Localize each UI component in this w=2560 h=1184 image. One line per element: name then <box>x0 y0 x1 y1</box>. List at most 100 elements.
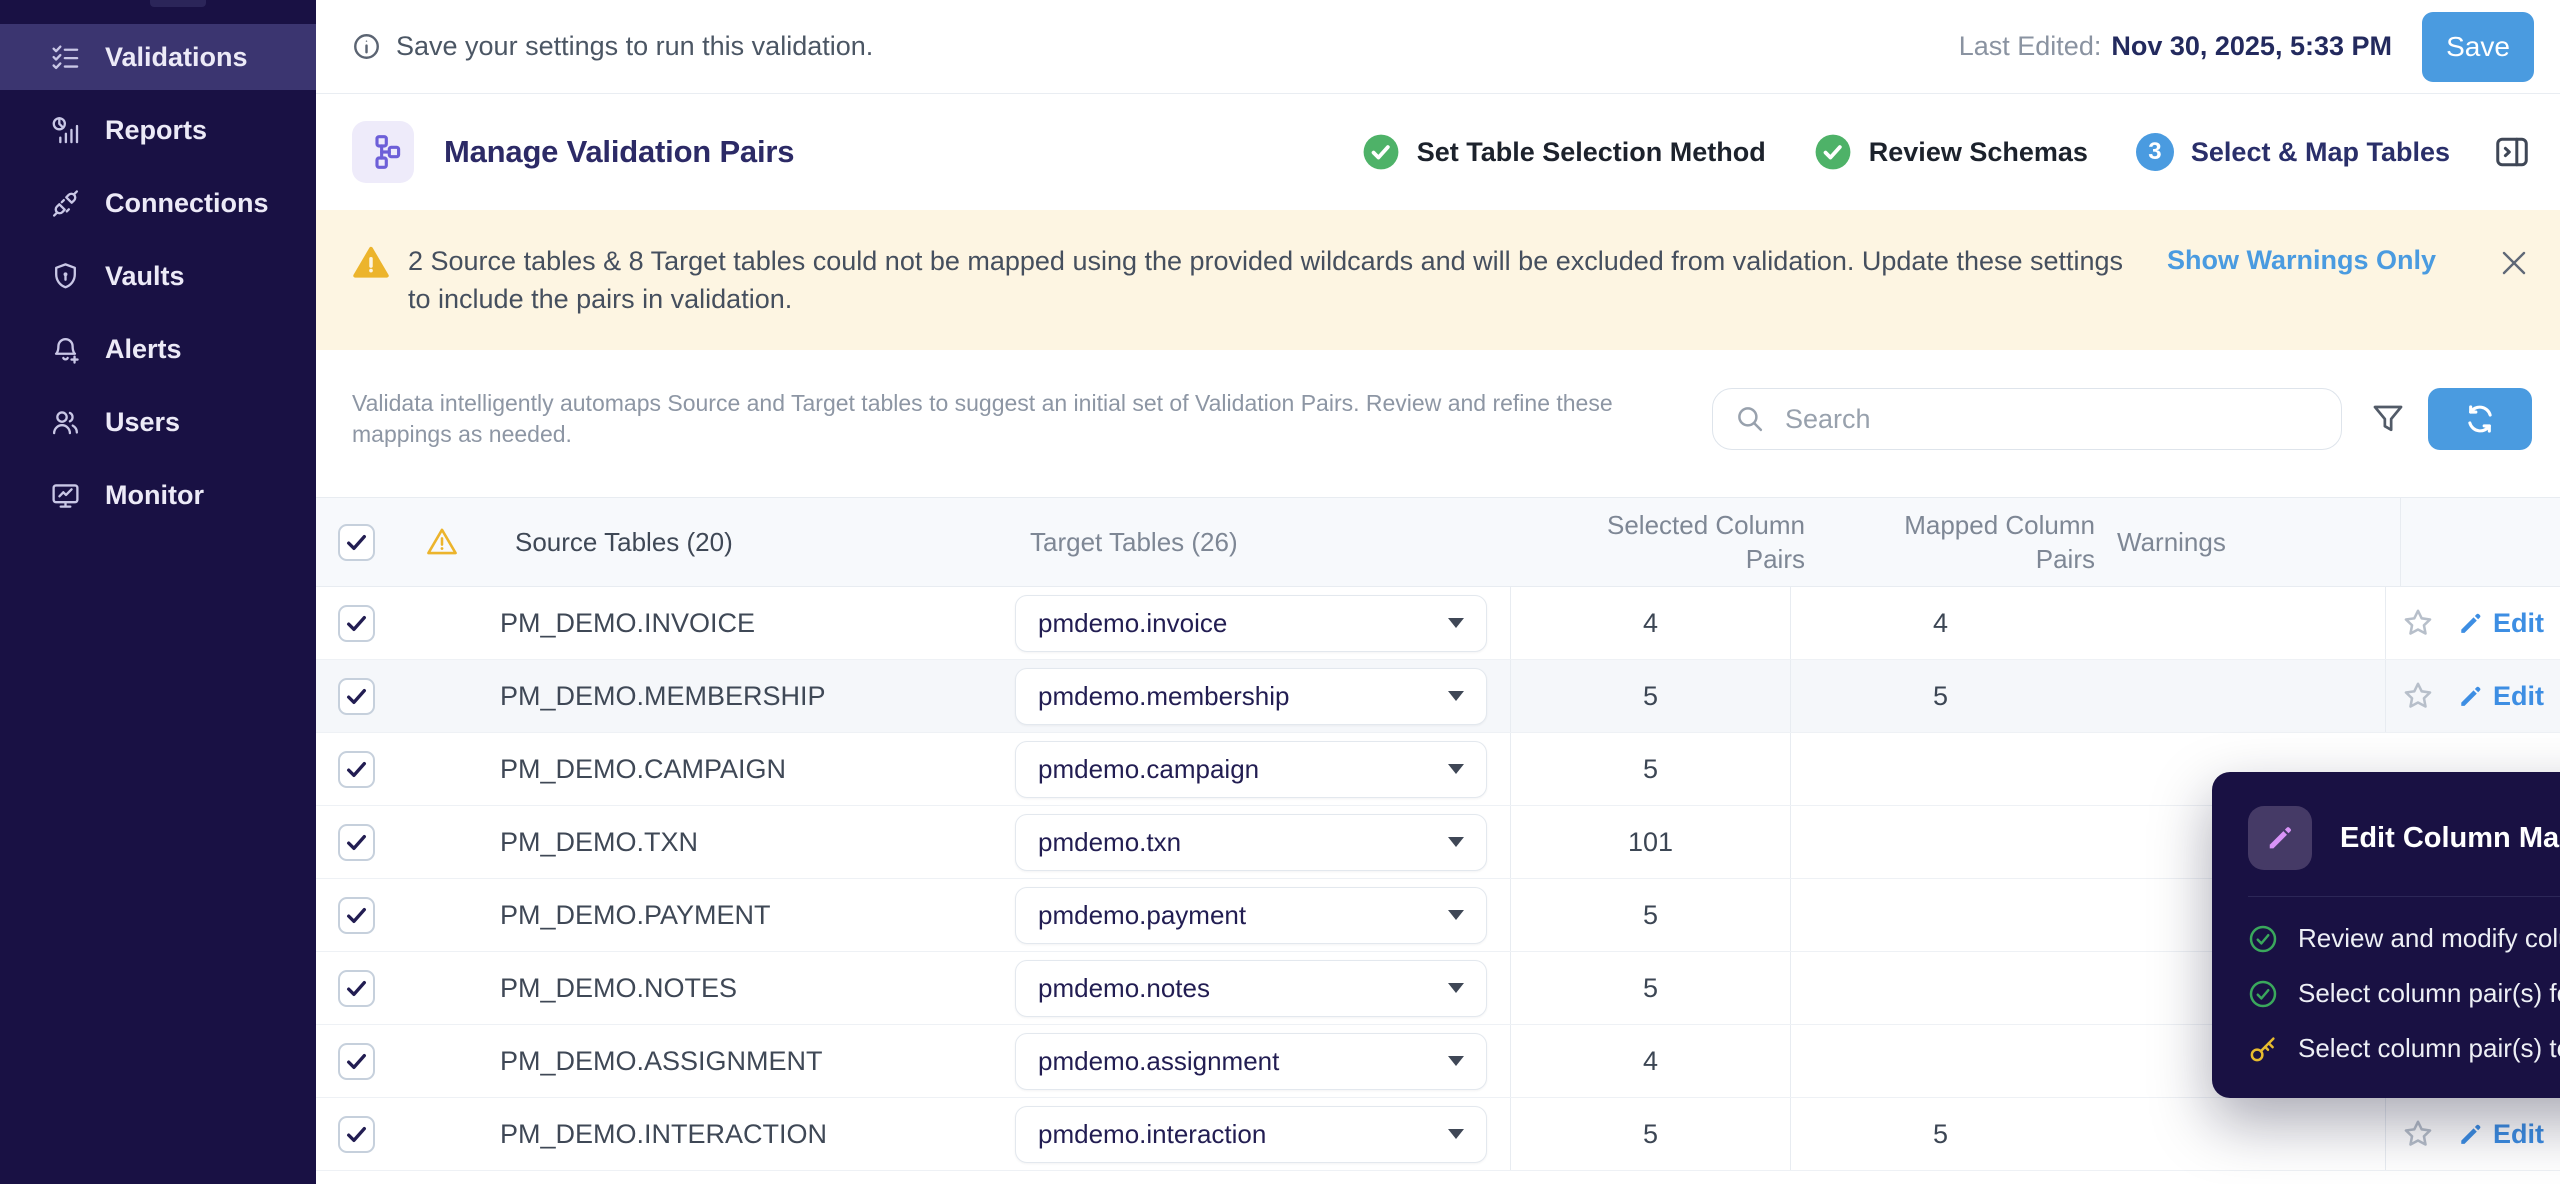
star-icon[interactable] <box>2401 679 2435 713</box>
selected-pairs-count: 5 <box>1510 733 1790 805</box>
settings-notice: Save your settings to run this validatio… <box>352 31 873 62</box>
table-row: PM_DEMO.CAMPAIGN pmdemo.campaign 5 <box>316 733 2560 806</box>
step-number-circle: 3 <box>2135 133 2174 171</box>
source-table-name: PM_DEMO.PAYMENT <box>500 899 771 930</box>
check-icon <box>344 530 369 555</box>
edit-button[interactable]: Edit <box>2457 608 2544 639</box>
warning-triangle-outline-icon <box>425 525 459 559</box>
search-input[interactable] <box>1783 402 2319 436</box>
chevron-down-icon <box>1448 1129 1464 1139</box>
table-row: PM_DEMO.INTERACTION pmdemo.interaction 5… <box>316 1098 2560 1171</box>
check-icon <box>344 903 369 928</box>
row-checkbox[interactable] <box>338 896 375 934</box>
table-row: PM_DEMO.PAYMENT pmdemo.payment 5 <box>316 879 2560 952</box>
stepper-step[interactable]: Review Schemas <box>1814 133 2088 171</box>
warnings-header: Warnings <box>2117 526 2226 557</box>
sidebar-item[interactable]: Validations <box>0 24 316 90</box>
sidebar-item[interactable]: Alerts <box>0 316 316 382</box>
target-table-select[interactable]: pmdemo.txn <box>1015 813 1487 871</box>
row-checkbox[interactable] <box>338 677 375 715</box>
table-row: PM_DEMO.NOTES pmdemo.notes 5 <box>316 952 2560 1025</box>
selected-column-pairs-header: Selected Column Pairs <box>1607 510 1805 574</box>
tooltip-title: Edit Column Mappings <box>2340 821 2560 854</box>
check-circle-icon <box>2248 979 2278 1009</box>
stepper: Set Table Selection Method Review Schema… <box>1362 133 2450 171</box>
check-circle-filled-icon <box>1814 133 1852 171</box>
tooltip-divider <box>2248 896 2560 897</box>
check-icon <box>344 830 369 855</box>
edit-button[interactable]: Edit <box>2457 681 2544 712</box>
star-icon[interactable] <box>2401 606 2435 640</box>
row-checkbox[interactable] <box>338 1042 375 1080</box>
sidebar-item-label: Vaults <box>105 260 185 291</box>
target-table-select[interactable]: pmdemo.payment <box>1015 886 1487 944</box>
source-table-name: PM_DEMO.TXN <box>500 826 699 857</box>
sidebar: Validations Reports Connections Vaults A… <box>0 0 316 1184</box>
sidebar-item[interactable]: Reports <box>0 97 316 163</box>
tooltip-item-text: Select column pair(s) to form comparison… <box>2298 1033 2560 1063</box>
stepper-step[interactable]: 3 Select & Map Tables <box>2135 133 2450 171</box>
mapped-pairs-count: 5 <box>1790 1098 2090 1170</box>
target-table-select[interactable]: pmdemo.notes <box>1015 959 1487 1017</box>
sidebar-item[interactable]: Users <box>0 389 316 455</box>
close-icon[interactable] <box>2498 247 2530 279</box>
chevron-down-icon <box>1448 837 1464 847</box>
check-circle-filled-icon <box>1362 133 1400 171</box>
filter-icon[interactable] <box>2370 401 2406 437</box>
chevron-down-icon <box>1448 618 1464 628</box>
info-icon <box>352 32 381 61</box>
target-tables-header: Target Tables (26) <box>1030 526 1238 557</box>
source-table-name: PM_DEMO.MEMBERSHIP <box>500 680 826 711</box>
row-checkbox[interactable] <box>338 750 375 788</box>
selected-pairs-count: 101 <box>1510 806 1790 878</box>
row-checkbox[interactable] <box>338 1115 375 1153</box>
select-all-checkbox[interactable] <box>338 523 375 561</box>
mapped-pairs-count <box>1790 806 2090 878</box>
monitor-icon <box>50 480 81 511</box>
target-table-select[interactable]: pmdemo.interaction <box>1015 1105 1487 1163</box>
target-table-value: pmdemo.notes <box>1038 972 1210 1003</box>
stepper-step[interactable]: Set Table Selection Method <box>1362 133 1766 171</box>
target-table-select[interactable]: pmdemo.campaign <box>1015 740 1487 798</box>
source-table-name: PM_DEMO.INTERACTION <box>500 1118 828 1149</box>
pencil-icon <box>2457 683 2484 710</box>
tooltip-item: Review and modify column mappings <box>2248 923 2560 954</box>
tooltip-icon-box <box>2248 806 2312 870</box>
chevron-down-icon <box>1448 910 1464 920</box>
chevron-down-icon <box>1448 691 1464 701</box>
warnings-cell <box>2090 1098 2385 1170</box>
row-checkbox[interactable] <box>338 604 375 642</box>
edit-button[interactable]: Edit <box>2457 1119 2544 1150</box>
save-button[interactable]: Save <box>2422 11 2534 82</box>
panel-toggle-icon[interactable] <box>2494 134 2530 170</box>
selected-pairs-count: 5 <box>1510 879 1790 951</box>
check-icon <box>344 976 369 1001</box>
target-table-select[interactable]: pmdemo.invoice <box>1015 594 1487 652</box>
row-checkbox[interactable] <box>338 969 375 1007</box>
target-table-value: pmdemo.txn <box>1038 826 1182 857</box>
pencil-icon <box>2457 610 2484 637</box>
step-label: Set Table Selection Method <box>1416 136 1766 167</box>
page-title: Manage Validation Pairs <box>444 134 795 169</box>
sidebar-item[interactable]: Monitor <box>0 462 316 528</box>
show-warnings-only-link[interactable]: Show Warnings Only <box>2166 245 2436 275</box>
table-row: PM_DEMO.TXN pmdemo.txn 101 <box>316 806 2560 879</box>
tooltip-item-text: Select column pair(s) for validation <box>2298 978 2560 1008</box>
branch-icon <box>365 134 401 170</box>
sidebar-item[interactable]: Vaults <box>0 243 316 309</box>
target-table-select[interactable]: pmdemo.assignment <box>1015 1032 1487 1090</box>
page-header: Manage Validation Pairs Set Table Select… <box>316 94 2560 210</box>
refresh-button[interactable] <box>2428 388 2532 450</box>
target-table-value: pmdemo.invoice <box>1038 607 1228 638</box>
pencil-icon <box>2265 823 2295 853</box>
row-checkbox[interactable] <box>338 823 375 861</box>
source-tables-header: Source Tables (20) <box>515 526 733 557</box>
check-icon <box>344 1049 369 1074</box>
source-table-name: PM_DEMO.NOTES <box>500 972 738 1003</box>
star-icon[interactable] <box>2401 1117 2435 1151</box>
next-row-sliver <box>316 1171 2560 1183</box>
target-table-select[interactable]: pmdemo.membership <box>1015 667 1487 725</box>
warning-banner: 2 Source tables & 8 Target tables could … <box>316 210 2560 350</box>
sidebar-item[interactable]: Connections <box>0 170 316 236</box>
